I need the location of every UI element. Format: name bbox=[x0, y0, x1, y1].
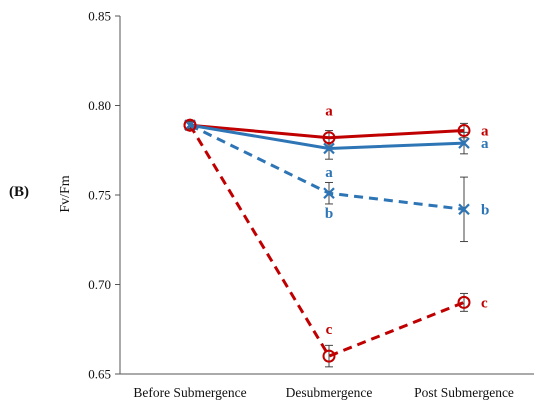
circle-marker bbox=[457, 124, 471, 138]
significance-letter: a bbox=[481, 136, 489, 152]
significance-letter: a bbox=[481, 124, 489, 140]
x-marker bbox=[458, 203, 470, 216]
y-tick-label: 0.80 bbox=[88, 98, 111, 113]
x-marker bbox=[323, 142, 335, 155]
significance-letter: a bbox=[325, 104, 333, 120]
x-marker bbox=[323, 187, 335, 199]
series-line bbox=[188, 124, 465, 358]
y-tick-label: 0.65 bbox=[88, 367, 111, 382]
significance-letter: b bbox=[481, 202, 489, 218]
circle-marker bbox=[183, 118, 197, 132]
y-tick-label: 0.70 bbox=[88, 277, 111, 292]
x-tick-label: Post Submergence bbox=[414, 385, 514, 400]
x-tick-label: Desubmergence bbox=[286, 385, 373, 400]
circle-marker bbox=[457, 295, 471, 309]
series-line bbox=[189, 123, 465, 140]
significance-letter: c bbox=[326, 322, 333, 338]
y-tick-label: 0.75 bbox=[88, 188, 111, 203]
panel-label: (B) bbox=[9, 184, 29, 200]
significance-letter: c bbox=[481, 295, 488, 311]
significance-letter: a bbox=[325, 165, 333, 181]
significance-letter: b bbox=[325, 206, 333, 222]
series-markers bbox=[183, 118, 471, 363]
y-tick-label: 0.85 bbox=[88, 9, 111, 24]
x-tick-label: Before Submergence bbox=[133, 385, 246, 400]
y-axis-label: Fv/Fm bbox=[58, 175, 73, 212]
x-marker bbox=[458, 137, 470, 149]
circle-marker bbox=[322, 131, 336, 145]
axes: 0.65 0.70 0.75 0.80 0.85 Before Submergence De… bbox=[88, 9, 534, 400]
circle-marker bbox=[322, 349, 336, 363]
